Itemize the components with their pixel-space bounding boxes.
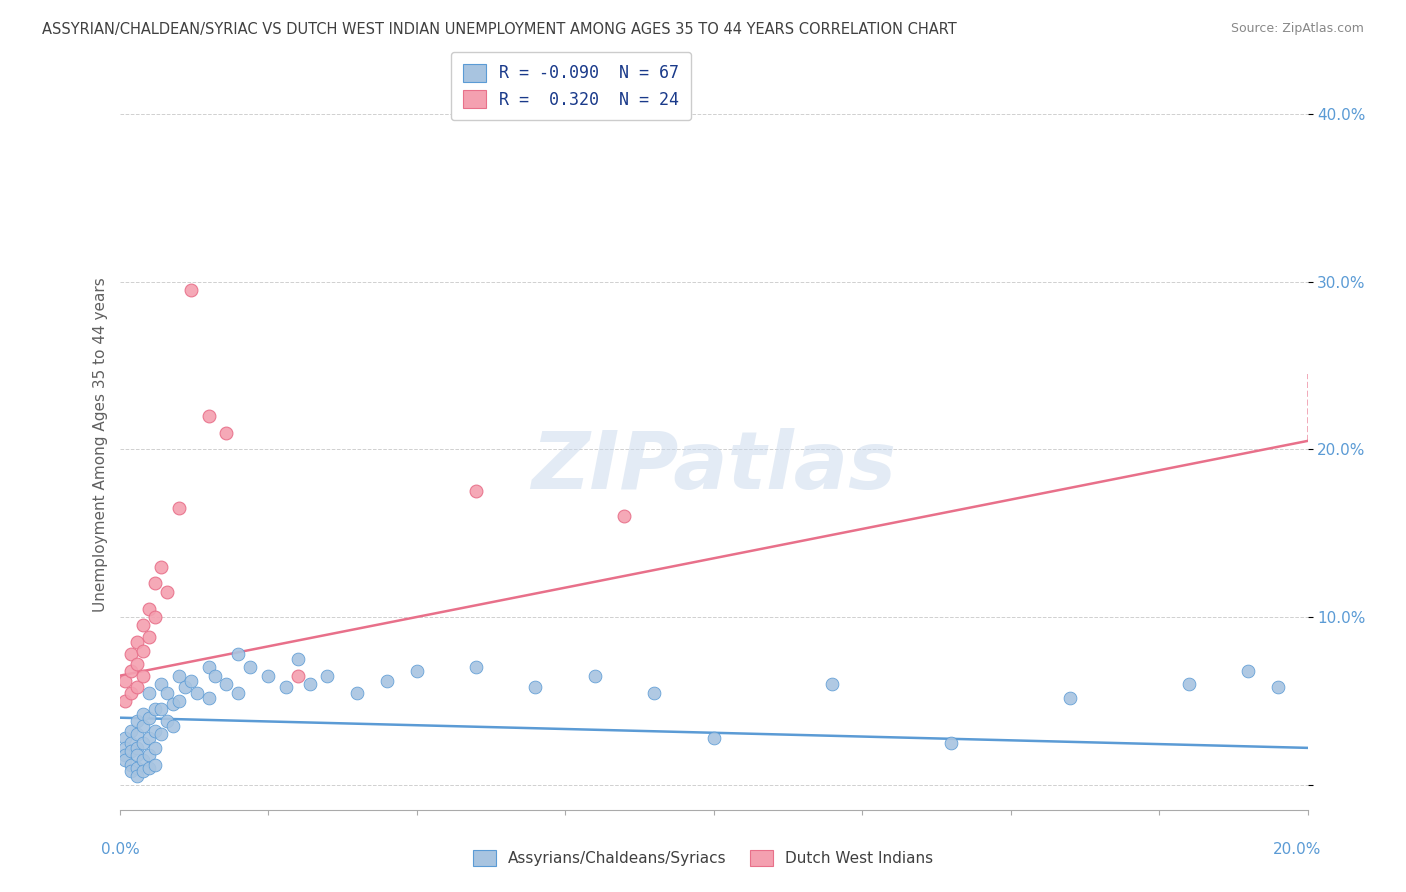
Point bbox=[287, 669, 309, 683]
Point bbox=[239, 660, 262, 674]
Point bbox=[132, 669, 155, 683]
Point bbox=[643, 685, 665, 699]
Point bbox=[143, 757, 166, 772]
Point bbox=[464, 660, 488, 674]
Point bbox=[167, 501, 190, 516]
Point bbox=[138, 630, 160, 644]
Point bbox=[143, 576, 166, 591]
Point bbox=[375, 673, 398, 688]
Point bbox=[132, 736, 155, 750]
Point bbox=[197, 409, 219, 423]
Point bbox=[703, 731, 725, 745]
Point bbox=[127, 747, 149, 762]
Point bbox=[143, 724, 166, 739]
Point bbox=[150, 702, 173, 716]
Point bbox=[132, 707, 155, 722]
Point bbox=[114, 694, 136, 708]
Point bbox=[127, 681, 149, 695]
Point bbox=[180, 283, 202, 297]
Point bbox=[346, 685, 368, 699]
Point bbox=[156, 585, 179, 599]
Point bbox=[127, 740, 149, 755]
Text: ZIPatlas: ZIPatlas bbox=[531, 428, 896, 506]
Point bbox=[127, 761, 149, 775]
Point bbox=[156, 685, 179, 699]
Point bbox=[1178, 677, 1201, 691]
Point bbox=[132, 764, 155, 779]
Point bbox=[821, 677, 844, 691]
Point bbox=[127, 727, 149, 741]
Legend: Assyrians/Chaldeans/Syriacs, Dutch West Indians: Assyrians/Chaldeans/Syriacs, Dutch West … bbox=[464, 841, 942, 875]
Point bbox=[1267, 681, 1289, 695]
Point bbox=[138, 761, 160, 775]
Point bbox=[162, 698, 184, 712]
Point bbox=[613, 509, 636, 524]
Point bbox=[173, 681, 195, 695]
Point bbox=[132, 753, 155, 767]
Point bbox=[114, 673, 136, 688]
Point bbox=[941, 736, 963, 750]
Point bbox=[120, 744, 142, 758]
Point bbox=[120, 736, 142, 750]
Point bbox=[197, 690, 219, 705]
Point bbox=[138, 711, 160, 725]
Point bbox=[114, 740, 136, 755]
Point bbox=[114, 731, 136, 745]
Point bbox=[204, 669, 226, 683]
Point bbox=[1059, 690, 1081, 705]
Point bbox=[120, 647, 142, 661]
Point bbox=[127, 635, 149, 649]
Point bbox=[138, 747, 160, 762]
Point bbox=[120, 757, 142, 772]
Point bbox=[132, 719, 155, 733]
Text: ASSYRIAN/CHALDEAN/SYRIAC VS DUTCH WEST INDIAN UNEMPLOYMENT AMONG AGES 35 TO 44 Y: ASSYRIAN/CHALDEAN/SYRIAC VS DUTCH WEST I… bbox=[42, 22, 957, 37]
Point bbox=[127, 714, 149, 728]
Point bbox=[464, 484, 488, 499]
Point bbox=[583, 669, 606, 683]
Point bbox=[162, 719, 184, 733]
Point bbox=[150, 559, 173, 574]
Point bbox=[132, 618, 155, 632]
Point bbox=[143, 610, 166, 624]
Point bbox=[316, 669, 339, 683]
Point bbox=[120, 764, 142, 779]
Point bbox=[138, 731, 160, 745]
Point bbox=[120, 724, 142, 739]
Point bbox=[114, 753, 136, 767]
Point bbox=[405, 664, 427, 678]
Point bbox=[138, 685, 160, 699]
Point bbox=[524, 681, 547, 695]
Point bbox=[257, 669, 280, 683]
Point bbox=[287, 652, 309, 666]
Text: 20.0%: 20.0% bbox=[1274, 842, 1322, 856]
Point bbox=[127, 769, 149, 783]
Point bbox=[150, 677, 173, 691]
Point bbox=[167, 694, 190, 708]
Point bbox=[143, 702, 166, 716]
Text: 0.0%: 0.0% bbox=[101, 842, 141, 856]
Point bbox=[138, 601, 160, 615]
Legend: R = -0.090  N = 67, R =  0.320  N = 24: R = -0.090 N = 67, R = 0.320 N = 24 bbox=[451, 52, 690, 120]
Point bbox=[132, 643, 155, 657]
Point bbox=[186, 685, 208, 699]
Point bbox=[120, 664, 142, 678]
Point bbox=[228, 647, 250, 661]
Point bbox=[215, 425, 238, 440]
Point bbox=[150, 727, 173, 741]
Point bbox=[215, 677, 238, 691]
Point bbox=[114, 747, 136, 762]
Y-axis label: Unemployment Among Ages 35 to 44 years: Unemployment Among Ages 35 to 44 years bbox=[93, 277, 108, 613]
Text: Source: ZipAtlas.com: Source: ZipAtlas.com bbox=[1230, 22, 1364, 36]
Point bbox=[167, 669, 190, 683]
Point bbox=[1237, 664, 1260, 678]
Point bbox=[228, 685, 250, 699]
Point bbox=[156, 714, 179, 728]
Point bbox=[120, 685, 142, 699]
Point bbox=[180, 673, 202, 688]
Point bbox=[143, 740, 166, 755]
Point bbox=[127, 657, 149, 671]
Point bbox=[274, 681, 297, 695]
Point bbox=[197, 660, 219, 674]
Point bbox=[298, 677, 321, 691]
